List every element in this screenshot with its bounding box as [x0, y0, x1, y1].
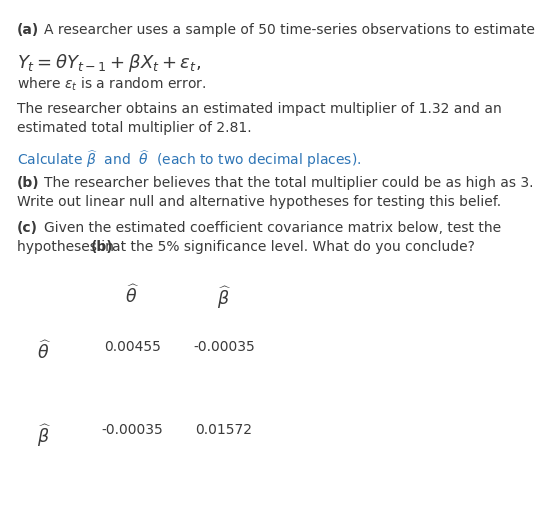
Text: hypotheses in: hypotheses in — [17, 240, 118, 255]
Text: (a): (a) — [17, 23, 39, 37]
Text: where $\epsilon_t$ is a random error.: where $\epsilon_t$ is a random error. — [17, 76, 206, 93]
Text: at the 5% significance level. What do you conclude?: at the 5% significance level. What do yo… — [112, 240, 475, 255]
Text: 0.01572: 0.01572 — [196, 423, 253, 437]
Text: $Y_t = \theta Y_{t-1} + \beta X_t + \epsilon_t,$: $Y_t = \theta Y_{t-1} + \beta X_t + \eps… — [17, 52, 201, 74]
Text: estimated total multiplier of 2.81.: estimated total multiplier of 2.81. — [17, 121, 252, 135]
Text: (b): (b) — [91, 240, 113, 255]
Text: $\widehat{\theta}$: $\widehat{\theta}$ — [125, 285, 140, 308]
Text: 0.00455: 0.00455 — [104, 340, 161, 355]
Text: The researcher obtains an estimated impact multiplier of 1.32 and an: The researcher obtains an estimated impa… — [17, 102, 501, 116]
Text: Given the estimated coefficient covariance matrix below, test the: Given the estimated coefficient covarian… — [44, 221, 501, 235]
Text: (c): (c) — [17, 221, 38, 235]
Text: (b): (b) — [17, 176, 39, 190]
Text: Calculate $\widehat{\beta}$  and  $\widehat{\theta}$  (each to two decimal place: Calculate $\widehat{\beta}$ and $\wideha… — [17, 148, 361, 170]
Text: $\widehat{\beta}$: $\widehat{\beta}$ — [216, 285, 231, 312]
Text: -0.00035: -0.00035 — [102, 423, 163, 437]
Text: A researcher uses a sample of 50 time-series observations to estimate: A researcher uses a sample of 50 time-se… — [44, 23, 534, 37]
Text: $\widehat{\beta}$: $\widehat{\beta}$ — [37, 423, 51, 449]
Text: The researcher believes that the total multiplier could be as high as 3.: The researcher believes that the total m… — [44, 176, 533, 190]
Text: Write out linear null and alternative hypotheses for testing this belief.: Write out linear null and alternative hy… — [17, 195, 501, 209]
Text: -0.00035: -0.00035 — [193, 340, 255, 355]
Text: $\widehat{\theta}$: $\widehat{\theta}$ — [37, 340, 51, 363]
